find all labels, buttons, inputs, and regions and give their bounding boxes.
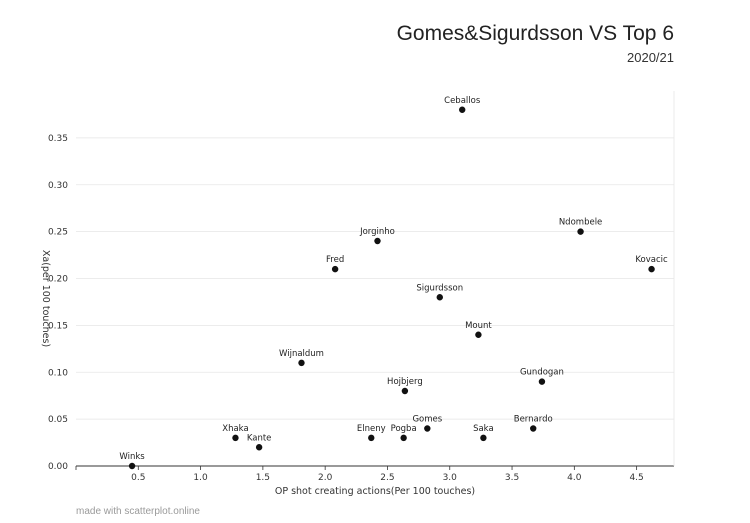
grid-lines [76, 91, 675, 467]
chart-title: Gomes&Sigurdsson VS Top 6 [396, 22, 674, 45]
data-point [577, 228, 584, 235]
data-point [298, 359, 305, 367]
x-tick-label: 3.5 [505, 473, 519, 483]
data-point [331, 265, 339, 273]
y-tick-label: 0.05 [48, 415, 68, 425]
point-label: Ndombele [559, 218, 602, 228]
footer-credit: made with scatterplot.online [76, 506, 200, 517]
point-label: Bernardo [514, 415, 553, 425]
data-point [400, 434, 407, 442]
point-label: Mount [465, 321, 492, 331]
point-label: Gomes [412, 415, 442, 425]
y-tick-label: 0.10 [48, 368, 68, 378]
data-points: Ceballos Ndombele Kovacic Jorginho Fred Sigur… [119, 96, 668, 470]
data-point [475, 331, 482, 338]
data-point [530, 425, 537, 432]
x-tick-label: 1.0 [193, 473, 208, 483]
y-tick-label: 0.35 [48, 134, 68, 144]
data-point [459, 106, 466, 113]
y-axis-ticks: 0.00 0.05 0.10 0.15 0.20 0.25 0.30 0.35 [48, 134, 68, 472]
chart-subtitle: 2020/21 [627, 50, 674, 65]
point-label: Saka [473, 424, 494, 434]
point-label: Jorginho [359, 227, 395, 237]
point-label: Wijnaldum [279, 349, 324, 359]
point-label: Kovacic [635, 255, 668, 265]
x-tick-label: 4.0 [567, 473, 582, 483]
data-point [401, 387, 409, 395]
point-label: Elneny [357, 424, 386, 434]
data-point [538, 378, 546, 385]
y-axis-label: Xa(per 100 touches) [40, 250, 51, 347]
x-axis-label: OP shot creating actions(Per 100 touches… [275, 486, 475, 497]
point-label: Fred [326, 255, 344, 265]
x-tick-label: 3.0 [443, 473, 458, 483]
x-tick-label: 1.5 [256, 473, 270, 483]
point-label: Ceballos [444, 96, 481, 106]
y-tick-label: 0.20 [48, 275, 68, 285]
point-label: Pogba [391, 424, 417, 434]
data-point [424, 425, 431, 432]
data-point [368, 434, 375, 442]
point-label: Hojbjerg [387, 377, 423, 387]
point-label: Gundogan [520, 368, 564, 378]
data-point [232, 434, 239, 442]
point-label: Sigurdsson [416, 283, 463, 293]
x-tick-label: 4.5 [629, 473, 643, 483]
y-tick-label: 0.15 [48, 321, 68, 331]
data-point [255, 444, 263, 451]
y-tick-label: 0.25 [48, 228, 68, 238]
point-label: Winks [119, 452, 145, 462]
y-tick-label: 0.00 [48, 462, 68, 472]
point-label: Xhaka [222, 424, 248, 434]
x-axis-ticks: 0.5 1.0 1.5 2.0 2.5 3.0 3.5 4.0 4.5 [75, 466, 644, 483]
y-tick-label: 0.30 [48, 181, 68, 191]
point-label: Kante [247, 433, 272, 443]
data-point [480, 434, 487, 442]
x-tick-label: 0.5 [131, 473, 145, 483]
data-point [128, 462, 136, 470]
data-point [436, 294, 443, 301]
x-tick-label: 2.5 [380, 473, 394, 483]
data-point [374, 237, 381, 245]
x-tick-label: 2.0 [318, 473, 333, 483]
data-point [648, 265, 655, 273]
